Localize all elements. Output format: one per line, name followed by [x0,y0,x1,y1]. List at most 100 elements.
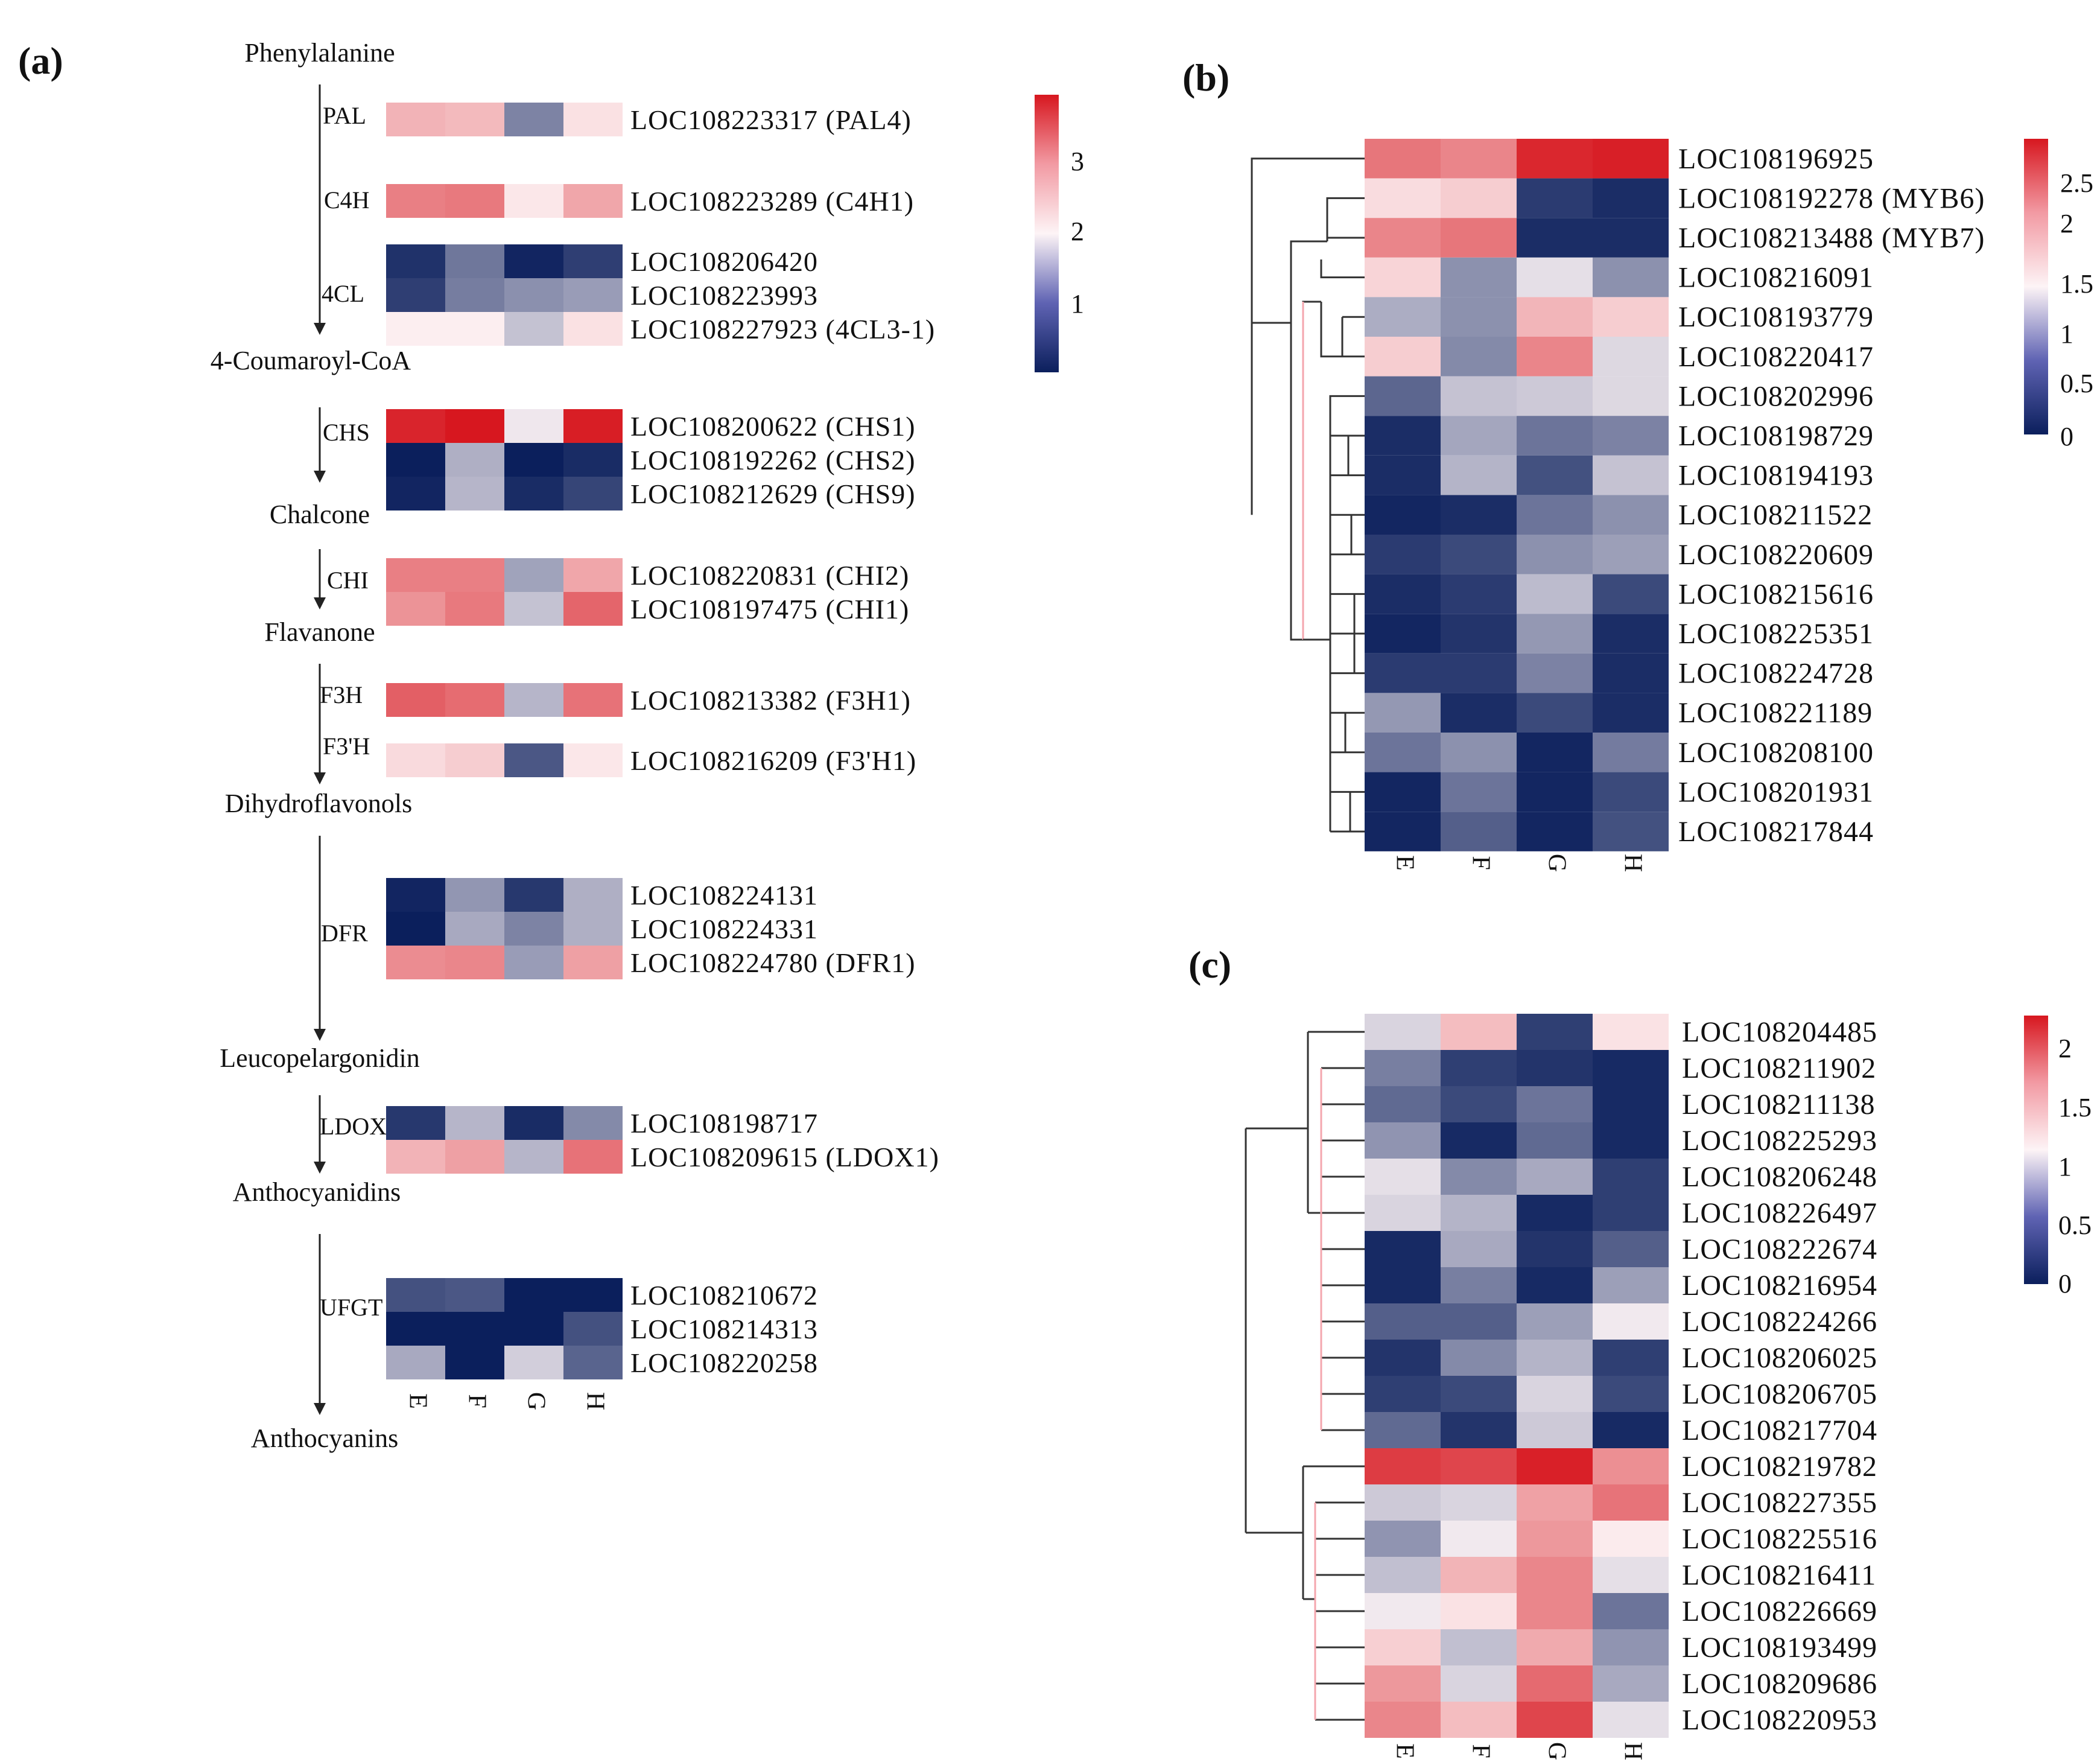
heatmap-cell [504,103,563,136]
heatmap-cell [386,946,445,979]
heatmap-cell [1365,1521,1441,1557]
gene-label: LOC108224780 (DFR1) [630,947,916,978]
heatmap-cell [1593,1159,1669,1195]
heatmap-cell [1365,693,1441,733]
heatmap-cell [445,743,504,777]
color-scale-tick: 2 [2060,209,2073,238]
gene-label: LOC108210672 [630,1280,818,1311]
heatmap-cell [1517,574,1593,614]
gene-label: LOC108192278 (MYB6) [1678,182,1985,214]
heatmap-cell [563,1140,623,1174]
heatmap-cell [1441,495,1517,535]
heatmap-cell [1365,337,1441,377]
heatmap-cell [1365,1014,1441,1050]
heatmap-cell [1593,297,1669,337]
heatmap-cell [1441,1122,1517,1159]
arrowhead-icon [314,1162,326,1174]
heatmap-cell [445,878,504,912]
column-label: E [1391,1743,1418,1759]
heatmap-cell [386,409,445,443]
heatmap-cell [1365,1231,1441,1267]
heatmap-cell [1365,218,1441,258]
heatmap-cell [1593,1557,1669,1593]
enzyme-label: CHI [327,567,369,594]
heatmap-cell [1517,535,1593,574]
heatmap-cell [1593,1340,1669,1376]
heatmap-cell [1365,733,1441,772]
gene-label: LOC108209615 (LDOX1) [630,1142,939,1172]
heatmap-cell [504,244,563,278]
heatmap-cell [386,103,445,136]
compound-label: Chalcone [270,500,370,529]
heatmap-cell [1517,1702,1593,1738]
heatmap-cell [1593,535,1669,574]
heatmap-cell [504,592,563,626]
heatmap-cell [386,312,445,346]
color-scale-tick: 0 [2060,422,2073,451]
heatmap-cell [445,1278,504,1312]
heatmap-cell [504,312,563,346]
gene-label: LOC108202996 [1678,380,1874,412]
heatmap-cell [1593,1702,1669,1738]
arrowhead-icon [314,1029,326,1041]
column-label: H [1619,854,1646,872]
gene-label: LOC108206420 [630,246,818,277]
dendrogram-branch [1290,240,1327,641]
heatmap-cell [1517,455,1593,495]
heatmap-cell [563,912,623,946]
heatmap-cell [445,1346,504,1379]
heatmap-cell [1441,1484,1517,1521]
gene-label: LOC108211522 [1678,499,1873,531]
gene-label: LOC108208100 [1678,737,1874,769]
compound-label: Flavanone [264,617,375,647]
gene-label: LOC108193499 [1682,1632,1877,1664]
gene-label: LOC108223289 (C4H1) [630,186,914,217]
heatmap-cell [1441,1231,1517,1267]
gene-label: LOC108224266 [1682,1306,1877,1338]
heatmap-cell [1593,574,1669,614]
heatmap-cell [1593,1376,1669,1412]
enzyme-label: CHS [323,419,370,446]
dendrogram-branch [1303,395,1365,641]
dendrogram-branch [1307,1031,1365,1213]
column-label: G [1543,1742,1570,1760]
heatmap-cell [1593,1122,1669,1159]
heatmap-cell [445,1106,504,1140]
heatmap-cell [1517,416,1593,456]
heatmap-cell [1365,1484,1441,1521]
gene-label: LOC108224331 [630,914,818,944]
heatmap-cell [1593,495,1669,535]
column-label: E [1391,855,1418,871]
heatmap-cell [1593,139,1669,179]
heatmap-cell [563,103,623,136]
gene-label: LOC108224131 [630,880,818,911]
gene-label: LOC108225293 [1682,1125,1877,1157]
heatmap-cell [1365,1665,1441,1702]
heatmap-cell [1365,1267,1441,1303]
color-scale-bar [2024,1016,2048,1284]
gene-label: LOC108201931 [1678,776,1874,808]
heatmap-cell [445,946,504,979]
heatmap-cell [1441,178,1517,218]
heatmap-cell [504,1312,563,1346]
heatmap-cell [504,1140,563,1174]
gene-label: LOC108217704 [1682,1414,1877,1446]
heatmap-cell [1441,1050,1517,1086]
heatmap-cell [386,477,445,510]
arrowhead-icon [314,597,326,609]
panel-label: (a) [18,39,63,82]
column-label: H [1619,1742,1646,1760]
color-scale-tick: 1.5 [2058,1093,2092,1122]
heatmap-cell [1517,139,1593,179]
heatmap-cell [563,946,623,979]
enzyme-label: F3H [320,681,363,708]
heatmap-cell [445,184,504,218]
compound-label: Dihydroflavonols [225,789,412,818]
heatmap-cell [1441,1521,1517,1557]
heatmap-cell [563,278,623,312]
heatmap-cell [504,558,563,592]
panel-a: (a) Phenylalanine PAL LOC108223317 (PAL4) C4… [18,38,1084,1453]
heatmap-cell [1365,376,1441,416]
column-label: G [522,1392,550,1410]
